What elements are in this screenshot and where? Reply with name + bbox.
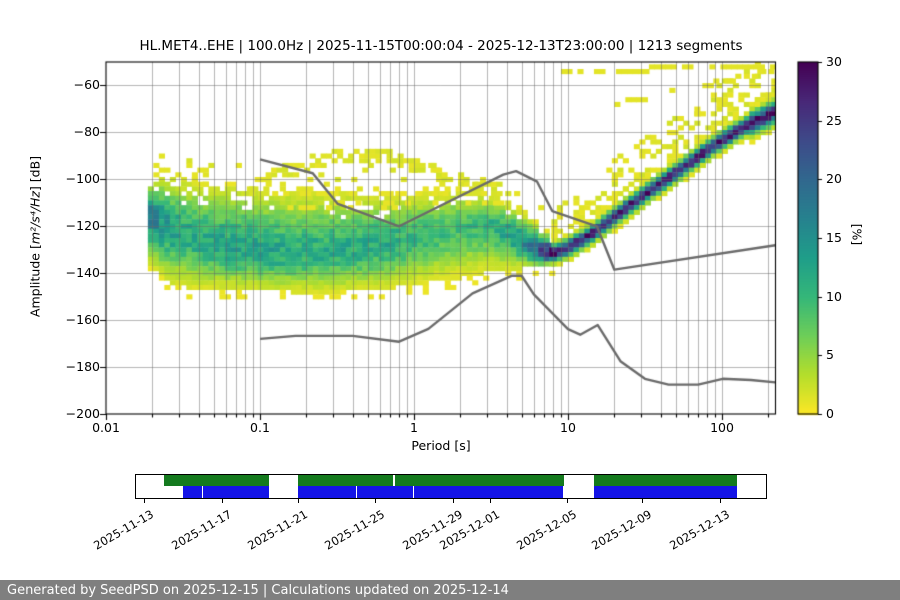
x-tick-label-0.1: 0.1 xyxy=(250,420,270,435)
y-tick-label--120: −120 xyxy=(65,218,100,234)
y-tick-label--180: −180 xyxy=(65,359,100,375)
colorbar-label: [%] xyxy=(849,223,865,246)
timeline-tick-2025-11-13 xyxy=(143,498,145,503)
colorbar-tick-label-30: 30 xyxy=(826,54,842,69)
colorbar-tick-label-20: 20 xyxy=(826,171,842,187)
x-tick-label-10: 10 xyxy=(560,420,576,435)
footer-text: Generated by SeedPSD on 2025-12-15 | Cal… xyxy=(7,582,509,598)
x-tick-label-0.01: 0.01 xyxy=(92,420,120,435)
timeline-tick-2025-11-17 xyxy=(222,498,224,503)
timeline-tick-2025-11-25 xyxy=(375,498,377,503)
availability-segment-green-0 xyxy=(163,475,269,486)
availability-segment-green-3 xyxy=(594,475,737,486)
timeline-tick-2025-12-05 xyxy=(566,498,569,503)
x-tick-label-1: 1 xyxy=(410,420,418,435)
y-tick-label--200: −200 xyxy=(65,406,100,421)
timeline-tick-2025-12-01 xyxy=(490,498,492,503)
timeline-tick-2025-12-13 xyxy=(720,498,722,503)
y-tick-label--100: −100 xyxy=(65,171,100,187)
psd-coverage-segment-blue-2 xyxy=(297,485,356,498)
availability-timeline xyxy=(135,474,767,499)
timeline-tick-2025-11-29 xyxy=(453,498,455,503)
psd-coverage-segment-blue-3 xyxy=(357,485,413,498)
x-axis-label: Period [s] xyxy=(411,438,471,453)
availability-segment-green-2 xyxy=(394,475,564,486)
chart-title: HL.MET4..EHE | 100.0Hz | 2025-11-15T00:0… xyxy=(139,38,743,54)
colorbar-tick-label-0: 0 xyxy=(826,406,834,421)
timeline-tick-2025-12-09 xyxy=(642,498,644,503)
colorbar-tick-label-10: 10 xyxy=(826,288,842,304)
y-tick-label--140: −140 xyxy=(65,265,100,281)
psd-coverage-segment-blue-4 xyxy=(414,485,563,498)
y-axis-label-prefix: Amplitude [ xyxy=(27,244,43,318)
x-tick-label-100: 100 xyxy=(710,420,734,435)
y-tick-label--60: −60 xyxy=(73,77,100,93)
colorbar-tick-label-15: 15 xyxy=(826,230,842,245)
psd-coverage-segment-blue-5 xyxy=(594,485,737,498)
availability-segment-green-1 xyxy=(297,475,393,486)
colorbar-tick-label-5: 5 xyxy=(826,347,834,363)
timeline-tick-2025-11-21 xyxy=(297,498,300,503)
psd-coverage-segment-blue-0 xyxy=(182,485,202,498)
psd-coverage-segment-blue-1 xyxy=(202,485,269,498)
y-tick-label--80: −80 xyxy=(73,124,100,140)
colorbar-tick-label-25: 25 xyxy=(826,112,842,128)
footer-bar: Generated by SeedPSD on 2025-12-15 | Cal… xyxy=(0,580,900,600)
y-tick-label--160: −160 xyxy=(65,312,100,328)
